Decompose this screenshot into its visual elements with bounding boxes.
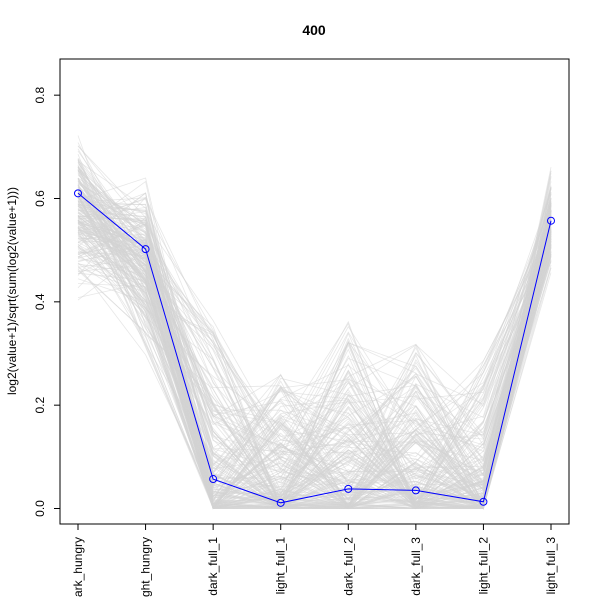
background-series-line — [77, 219, 552, 510]
background-series-line — [77, 210, 552, 510]
background-series-line — [77, 160, 552, 502]
highlight-series-point — [479, 497, 488, 506]
y-axis: 0.0 0.2 0.4 0.6 0.8 — [33, 87, 61, 517]
background-series-line — [77, 227, 552, 509]
y-tick-label: 0.4 — [33, 293, 47, 310]
highlight-series-group — [74, 189, 555, 507]
x-axis: ark_hungry ght_hungry dark_full_1 light_ful… — [71, 523, 558, 597]
highlight-series-point — [344, 484, 353, 493]
y-tick-label: 0.8 — [33, 87, 47, 104]
background-series-line — [77, 233, 552, 510]
background-series-line — [77, 211, 552, 471]
background-series-line — [77, 215, 552, 510]
highlight-series-line — [77, 192, 552, 504]
background-series-line — [77, 159, 552, 510]
x-tick-label: ght_hungry — [139, 537, 153, 597]
x-tick-label: light_full_3 — [544, 537, 558, 595]
highlight-series-point — [74, 189, 82, 198]
background-series-line — [77, 205, 552, 503]
highlight-series-point — [547, 216, 555, 225]
highlight-series-point — [141, 245, 150, 254]
y-tick-label: 0.6 — [33, 190, 47, 207]
highlight-series-point — [411, 486, 420, 495]
background-series-group — [77, 135, 552, 510]
background-series-line — [77, 148, 552, 510]
background-series-line — [77, 240, 552, 510]
y-axis-label: log2(value+1)/sqrt(sum(log2(value+1))) — [5, 187, 19, 395]
highlight-series-point — [276, 498, 285, 507]
background-series-line — [77, 197, 552, 509]
y-tick-label: 0.0 — [33, 500, 47, 517]
background-series-line — [77, 243, 552, 509]
highlight-series-point — [209, 475, 218, 484]
y-tick-label: 0.2 — [33, 397, 47, 414]
x-tick-label: ark_hungry — [71, 537, 85, 597]
background-series-line — [77, 223, 552, 509]
background-series-line — [77, 188, 552, 509]
x-tick-label: dark_full_1 — [206, 537, 220, 596]
background-series-line — [77, 208, 552, 501]
background-series-line — [77, 227, 552, 509]
x-tick-label: light_full_1 — [274, 537, 288, 595]
x-tick-label: dark_full_2 — [341, 537, 355, 596]
x-tick-label: light_full_2 — [476, 537, 490, 595]
background-series-line — [77, 227, 552, 509]
chart-title: 400 — [302, 22, 326, 38]
background-series-line — [77, 236, 552, 506]
x-tick-label: dark_full_3 — [409, 537, 423, 596]
background-series-line — [77, 221, 552, 509]
background-series-line — [77, 223, 552, 509]
background-series-line — [77, 200, 552, 509]
